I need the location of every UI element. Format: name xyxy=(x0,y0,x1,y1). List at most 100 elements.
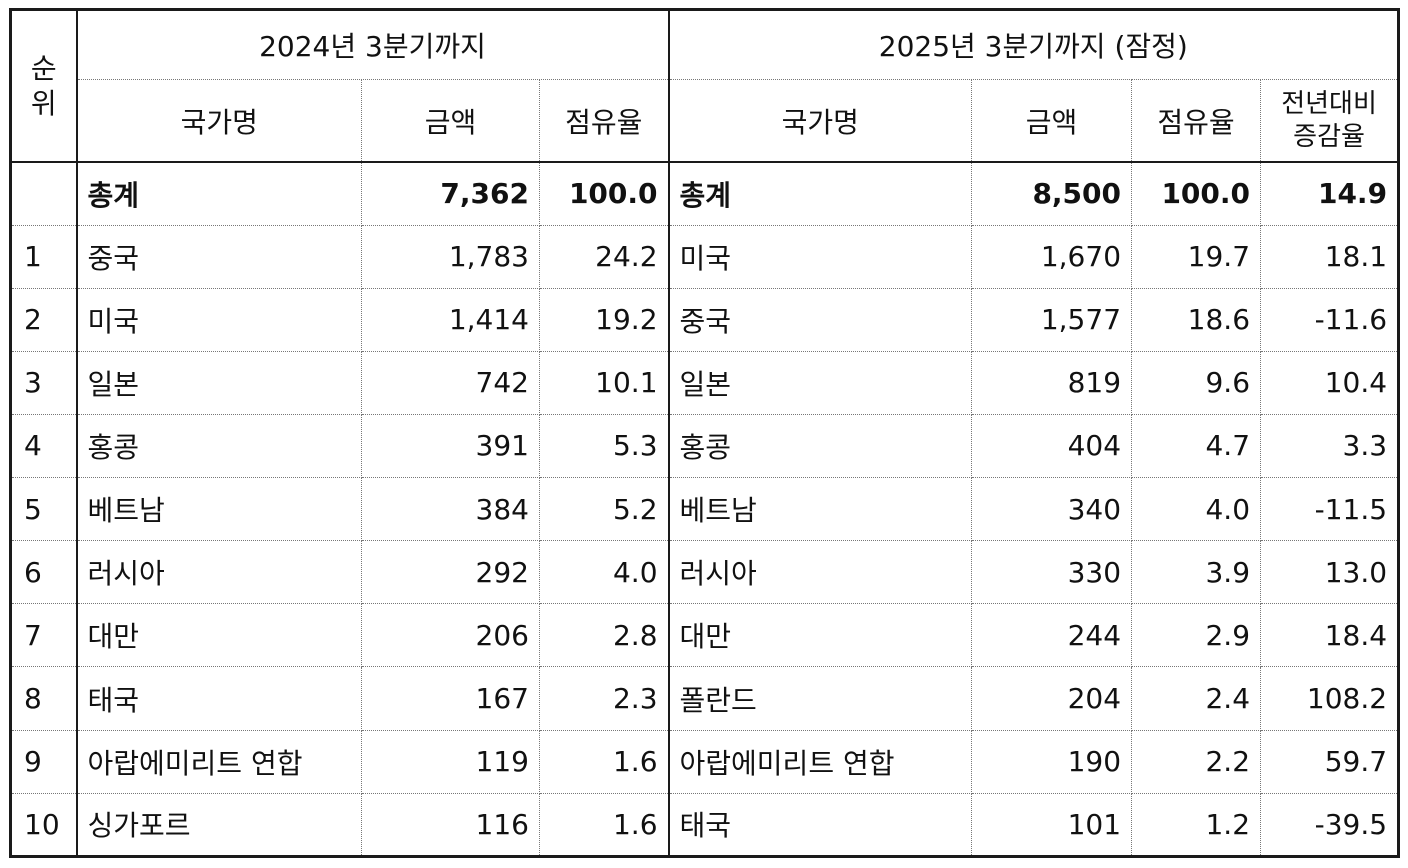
country-2025-cell: 중국 xyxy=(667,287,973,352)
table-row: 5 베트남 384 5.2 베트남 340 4.0 -11.5 xyxy=(10,477,1400,542)
country-2025-cell: 폴란드 xyxy=(667,666,973,731)
country-2025-cell: 홍콩 xyxy=(667,413,973,479)
amount-2025-cell: 330 xyxy=(971,540,1133,605)
country-2024-header: 국가명 xyxy=(75,79,362,163)
trade-ranking-table: 순위 2024년 3분기까지 2025년 3분기까지 (잠정) 국가명 금액 점… xyxy=(9,8,1401,858)
share-2025-cell: 3.9 xyxy=(1131,540,1262,605)
amount-2024-cell: 391 xyxy=(361,413,540,479)
yoy-header-line2: 증감율 xyxy=(1293,121,1365,152)
data-rows: 1 중국 1,783 24.2 미국 1,670 19.7 18.1 2 미국 1,414 19.2 중… xyxy=(10,224,1400,858)
share-2025-header: 점유율 xyxy=(1131,79,1262,163)
country-2024-cell: 싱가포르 xyxy=(75,792,362,858)
share-2024-cell: 1.6 xyxy=(538,729,670,794)
rank-cell: 3 xyxy=(10,350,77,415)
rank-cell: 5 xyxy=(10,477,77,542)
period-2024-header: 2024년 3분기까지 xyxy=(75,8,670,81)
share-2024-cell: 4.0 xyxy=(538,540,670,605)
country-2024-cell: 베트남 xyxy=(75,477,362,542)
amount-2024-cell: 742 xyxy=(361,350,540,415)
country-2025-cell: 러시아 xyxy=(667,540,973,605)
amount-2025-cell: 819 xyxy=(971,350,1133,415)
yoy-cell: -11.6 xyxy=(1260,287,1400,352)
amount-2024-cell: 384 xyxy=(361,477,540,542)
amount-2024-cell: 206 xyxy=(361,603,540,668)
country-2025-cell: 대만 xyxy=(667,603,973,668)
country-2024-cell: 러시아 xyxy=(75,540,362,605)
country-2024-cell: 태국 xyxy=(75,666,362,731)
total-label-2024: 총계 xyxy=(75,161,362,226)
share-2024-cell: 5.3 xyxy=(538,413,670,479)
table-row: 4 홍콩 391 5.3 홍콩 404 4.7 3.3 xyxy=(10,413,1400,479)
table-row: 2 미국 1,414 19.2 중국 1,577 18.6 -11.6 xyxy=(10,287,1400,352)
yoy-cell: -11.5 xyxy=(1260,477,1400,542)
amount-2025-cell: 1,670 xyxy=(971,224,1133,289)
yoy-cell: 18.1 xyxy=(1260,224,1400,289)
rank-cell: 4 xyxy=(10,413,77,479)
table-row: 6 러시아 292 4.0 러시아 330 3.9 13.0 xyxy=(10,540,1400,605)
country-2024-cell: 아랍에미리트 연합 xyxy=(75,729,362,794)
country-2025-header: 국가명 xyxy=(667,79,973,163)
rank-cell: 7 xyxy=(10,603,77,668)
amount-2024-cell: 167 xyxy=(361,666,540,731)
total-amount-2025: 8,500 xyxy=(971,161,1133,226)
share-2025-cell: 2.9 xyxy=(1131,603,1262,668)
header-row-periods: 순위 2024년 3분기까지 2025년 3분기까지 (잠정) xyxy=(10,8,1400,163)
table-row: 1 중국 1,783 24.2 미국 1,670 19.7 18.1 xyxy=(10,224,1400,289)
yoy-cell: 18.4 xyxy=(1260,603,1400,668)
amount-2024-cell: 1,414 xyxy=(361,287,540,352)
share-2024-cell: 19.2 xyxy=(538,287,670,352)
amount-2025-cell: 101 xyxy=(971,792,1133,858)
share-2025-cell: 2.2 xyxy=(1131,729,1262,794)
share-2024-cell: 1.6 xyxy=(538,792,670,858)
amount-2024-cell: 292 xyxy=(361,540,540,605)
country-2025-cell: 아랍에미리트 연합 xyxy=(667,729,973,794)
rank-header-label: 순위 xyxy=(30,51,57,120)
header-row-columns: 국가명 금액 점유율 국가명 금액 점유율 전년대비 증감율 xyxy=(11,79,1400,163)
yoy-header: 전년대비 증감율 xyxy=(1260,79,1400,163)
total-yoy: 14.9 xyxy=(1260,161,1400,226)
table-row: 10 싱가포르 116 1.6 태국 101 1.2 -39.5 xyxy=(10,792,1400,858)
total-share-2024: 100.0 xyxy=(538,161,670,226)
rank-cell: 6 xyxy=(10,540,77,605)
country-2024-cell: 중국 xyxy=(75,224,362,289)
rank-cell: 2 xyxy=(10,287,77,352)
share-2025-cell: 4.0 xyxy=(1131,477,1262,542)
country-2024-cell: 미국 xyxy=(75,287,362,352)
country-2024-cell: 대만 xyxy=(75,603,362,668)
country-2025-cell: 일본 xyxy=(667,350,973,415)
amount-2025-cell: 404 xyxy=(971,413,1133,479)
total-share-2025: 100.0 xyxy=(1131,161,1262,226)
rank-header: 순위 xyxy=(10,8,77,163)
table-row: 9 아랍에미리트 연합 119 1.6 아랍에미리트 연합 190 2.2 59.7 xyxy=(10,729,1400,794)
total-amount-2024: 7,362 xyxy=(361,161,540,226)
share-2024-header: 점유율 xyxy=(538,79,670,163)
rank-cell: 10 xyxy=(10,792,77,858)
rank-cell: 1 xyxy=(10,224,77,289)
amount-2025-cell: 190 xyxy=(971,729,1133,794)
share-2025-cell: 18.6 xyxy=(1131,287,1262,352)
amount-2024-cell: 1,783 xyxy=(361,224,540,289)
share-2025-cell: 9.6 xyxy=(1131,350,1262,415)
amount-2024-header: 금액 xyxy=(361,79,540,163)
yoy-cell: 59.7 xyxy=(1260,729,1400,794)
country-2024-cell: 일본 xyxy=(75,350,362,415)
share-2024-cell: 10.1 xyxy=(538,350,670,415)
share-2024-cell: 24.2 xyxy=(538,224,670,289)
country-2025-cell: 베트남 xyxy=(667,477,973,542)
rank-cell: 9 xyxy=(10,729,77,794)
share-2025-cell: 1.2 xyxy=(1131,792,1262,858)
amount-2025-cell: 204 xyxy=(971,666,1133,731)
amount-2025-cell: 340 xyxy=(971,477,1133,542)
amount-2025-cell: 1,577 xyxy=(971,287,1133,352)
share-2025-cell: 2.4 xyxy=(1131,666,1262,731)
share-2025-cell: 19.7 xyxy=(1131,224,1262,289)
total-label-2025: 총계 xyxy=(667,161,973,226)
yoy-cell: 13.0 xyxy=(1260,540,1400,605)
table-row: 3 일본 742 10.1 일본 819 9.6 10.4 xyxy=(10,350,1400,415)
share-2024-cell: 2.8 xyxy=(538,603,670,668)
yoy-cell: 10.4 xyxy=(1260,350,1400,415)
period-2025-header: 2025년 3분기까지 (잠정) xyxy=(667,8,1400,81)
amount-2024-cell: 119 xyxy=(361,729,540,794)
table-row: 7 대만 206 2.8 대만 244 2.9 18.4 xyxy=(10,603,1400,668)
yoy-cell: 108.2 xyxy=(1260,666,1400,731)
